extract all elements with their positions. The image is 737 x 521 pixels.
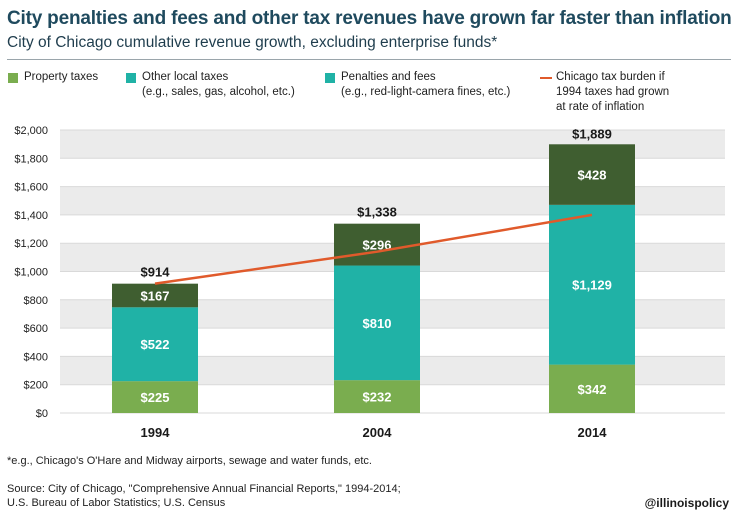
legend-label-other: Other local taxes — [142, 71, 229, 83]
bar-total-label: $1,338 — [357, 205, 397, 220]
title-divider — [7, 59, 731, 60]
footnote: *e.g., Chicago's O'Hare and Midway airpo… — [7, 455, 372, 467]
y-tick-label: $1,800 — [14, 153, 48, 165]
source-line-2: U.S. Bureau of Labor Statistics; U.S. Ce… — [7, 497, 226, 509]
bar-total-label: $1,889 — [572, 127, 612, 142]
source-note: Source: City of Chicago, "Comprehensive … — [7, 482, 401, 510]
stacked-bar-chart: $0 $200 $400 $600 $800 $1,000 $1,200 $1,400 $1,6… — [14, 125, 725, 440]
y-tick-label: $1,000 — [14, 267, 48, 279]
y-tick-label: $1,200 — [14, 238, 48, 250]
bar-segment — [334, 265, 420, 381]
y-tick-label: $200 — [24, 380, 48, 392]
bar-value-label: $232 — [363, 390, 392, 405]
y-tick-label: $2,000 — [14, 125, 48, 137]
bar-segment — [112, 381, 198, 413]
bar-segment — [112, 283, 198, 308]
chart-title: City penalties and fees and other tax re… — [7, 8, 732, 29]
bar-value-label: $522 — [141, 337, 170, 352]
y-tick-label: $600 — [24, 323, 48, 335]
bar-value-label: $1,129 — [572, 278, 612, 293]
chart-subtitle: City of Chicago cumulative revenue growt… — [7, 34, 498, 51]
bar-segment — [112, 307, 198, 382]
legend-swatch-penalties — [325, 73, 335, 83]
legend-label-inflation-3: at rate of inflation — [556, 101, 645, 113]
bar-segment — [549, 144, 635, 205]
legend-label-property: Property taxes — [24, 71, 99, 83]
x-tick-label: 1994 — [141, 425, 171, 440]
bar-segment — [549, 204, 635, 365]
legend-label-penalties: Penalties and fees — [341, 71, 436, 83]
bar-total-label: $914 — [141, 265, 171, 280]
publisher-handle: @illinoispolicy — [644, 496, 729, 510]
bar-segment — [549, 364, 635, 413]
bar-value-label: $810 — [363, 316, 392, 331]
y-tick-label: $0 — [36, 408, 48, 420]
inflation-line — [154, 213, 593, 285]
y-tick-label: $1,400 — [14, 210, 48, 222]
y-tick-label: $1,600 — [14, 182, 48, 194]
legend-label-other-example: (e.g., sales, gas, alcohol, etc.) — [142, 86, 295, 98]
legend-swatch-property — [8, 73, 18, 83]
bar-value-label: $342 — [578, 382, 607, 397]
bar-value-label: $428 — [578, 168, 607, 183]
legend-swatch-inflation — [540, 77, 552, 79]
legend-label-inflation-1: Chicago tax burden if — [556, 71, 665, 83]
source-line-1: Source: City of Chicago, "Comprehensive … — [7, 483, 401, 495]
x-tick-label: 2014 — [578, 425, 608, 440]
legend-label-penalties-example: (e.g., red-light-camera fines, etc.) — [341, 86, 511, 98]
legend-label-inflation-2: 1994 taxes had grown — [556, 86, 670, 98]
y-tick-label: $400 — [24, 351, 48, 363]
x-tick-label: 2004 — [363, 425, 393, 440]
legend-swatch-other — [126, 73, 136, 83]
bar-value-label: $296 — [363, 238, 392, 253]
bar-value-label: $225 — [141, 390, 170, 405]
bar-segment — [334, 380, 420, 413]
bar-segment — [334, 223, 420, 266]
y-tick-label: $800 — [24, 295, 48, 307]
bar-value-label: $167 — [141, 288, 170, 303]
